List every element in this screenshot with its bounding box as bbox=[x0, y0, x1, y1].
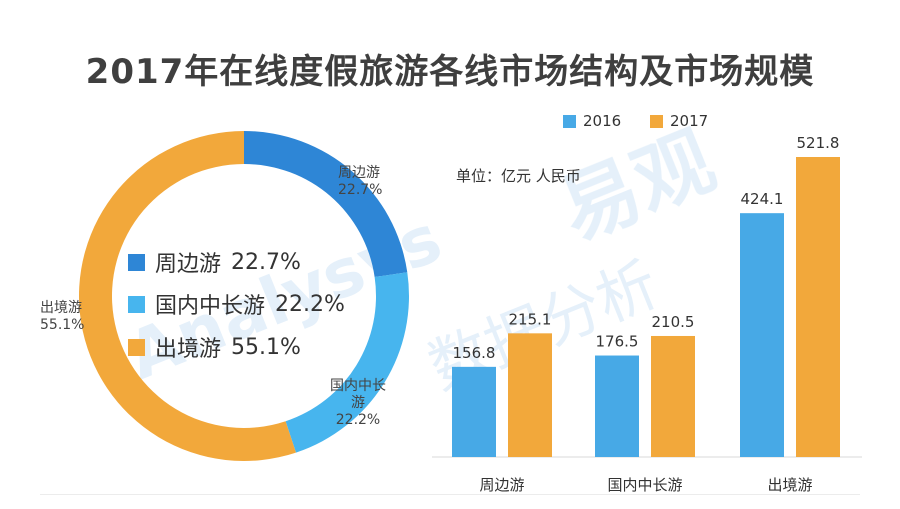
bar-zhoubian-2016 bbox=[452, 366, 496, 457]
x-tick-label: 出境游 bbox=[767, 476, 812, 494]
legend-label: 周边游 bbox=[155, 252, 222, 277]
donut-legend-item-guonei: 国内中长游 22.2% bbox=[128, 288, 345, 320]
bar-chujing-2016 bbox=[740, 213, 784, 457]
chart-title: 2017年在线度假旅游各线市场结构及市场规模 bbox=[85, 52, 815, 92]
bar-value-label: 210.5 bbox=[652, 313, 695, 331]
bottom-divider bbox=[40, 494, 860, 495]
bar-guonei-2017 bbox=[651, 335, 695, 457]
slice-label-name: 国内中长 bbox=[330, 378, 386, 394]
bar-value-label: 215.1 bbox=[509, 310, 552, 328]
unit-label: 单位：亿元 人民币 bbox=[456, 167, 581, 185]
donut-slice-guonei bbox=[285, 272, 409, 453]
legend-label: 国内中长游 bbox=[155, 294, 266, 319]
donut-legend-item-chujing: 出境游 55.1% bbox=[128, 331, 301, 363]
bar-chujing-2017 bbox=[796, 157, 840, 457]
slice-label-name: 周边游 bbox=[338, 165, 380, 181]
legend-label: 2016 bbox=[583, 112, 622, 130]
x-tick-label: 周边游 bbox=[479, 476, 524, 494]
legend-swatch bbox=[650, 114, 663, 128]
legend-label: 出境游 bbox=[155, 337, 222, 362]
bar-value-label: 156.8 bbox=[453, 344, 496, 362]
slice-label-guonei: 国内中长 游 22.2% bbox=[330, 378, 386, 429]
slice-label-chujing: 出境游 55.1% bbox=[40, 300, 84, 334]
legend-swatch bbox=[128, 295, 145, 313]
legend-value: 22.7% bbox=[231, 249, 301, 275]
slice-label-zhoubian: 周边游 22.7% bbox=[338, 165, 382, 199]
legend-swatch bbox=[128, 253, 145, 271]
slice-label-name: 出境游 bbox=[40, 300, 82, 316]
slice-label-percent: 55.1% bbox=[40, 317, 85, 333]
bar-legend-item-2017: 2017 bbox=[650, 112, 708, 130]
bar-value-label: 521.8 bbox=[797, 134, 840, 152]
legend-value: 22.2% bbox=[275, 291, 345, 317]
legend-swatch bbox=[563, 114, 576, 128]
legend-swatch bbox=[128, 338, 145, 356]
donut-slice-chujing bbox=[78, 131, 296, 462]
legend-label: 2017 bbox=[670, 112, 709, 130]
bar-zhoubian-2017 bbox=[508, 333, 552, 457]
bar-value-label: 424.1 bbox=[741, 190, 784, 208]
donut-legend-item-zhoubian: 周边游 22.7% bbox=[128, 246, 301, 278]
slice-label-percent: 22.2% bbox=[335, 412, 381, 428]
donut-slice-zhoubian bbox=[244, 131, 408, 277]
legend-value: 55.1% bbox=[231, 334, 301, 360]
bar-value-label: 176.5 bbox=[596, 333, 639, 351]
slice-label-percent: 22.7% bbox=[338, 182, 383, 198]
slice-label-name-cont: 游 bbox=[351, 395, 365, 411]
bar-legend-item-2016: 2016 bbox=[563, 112, 621, 130]
x-tick-label: 国内中长游 bbox=[607, 476, 682, 494]
bar-guonei-2016 bbox=[595, 355, 639, 457]
